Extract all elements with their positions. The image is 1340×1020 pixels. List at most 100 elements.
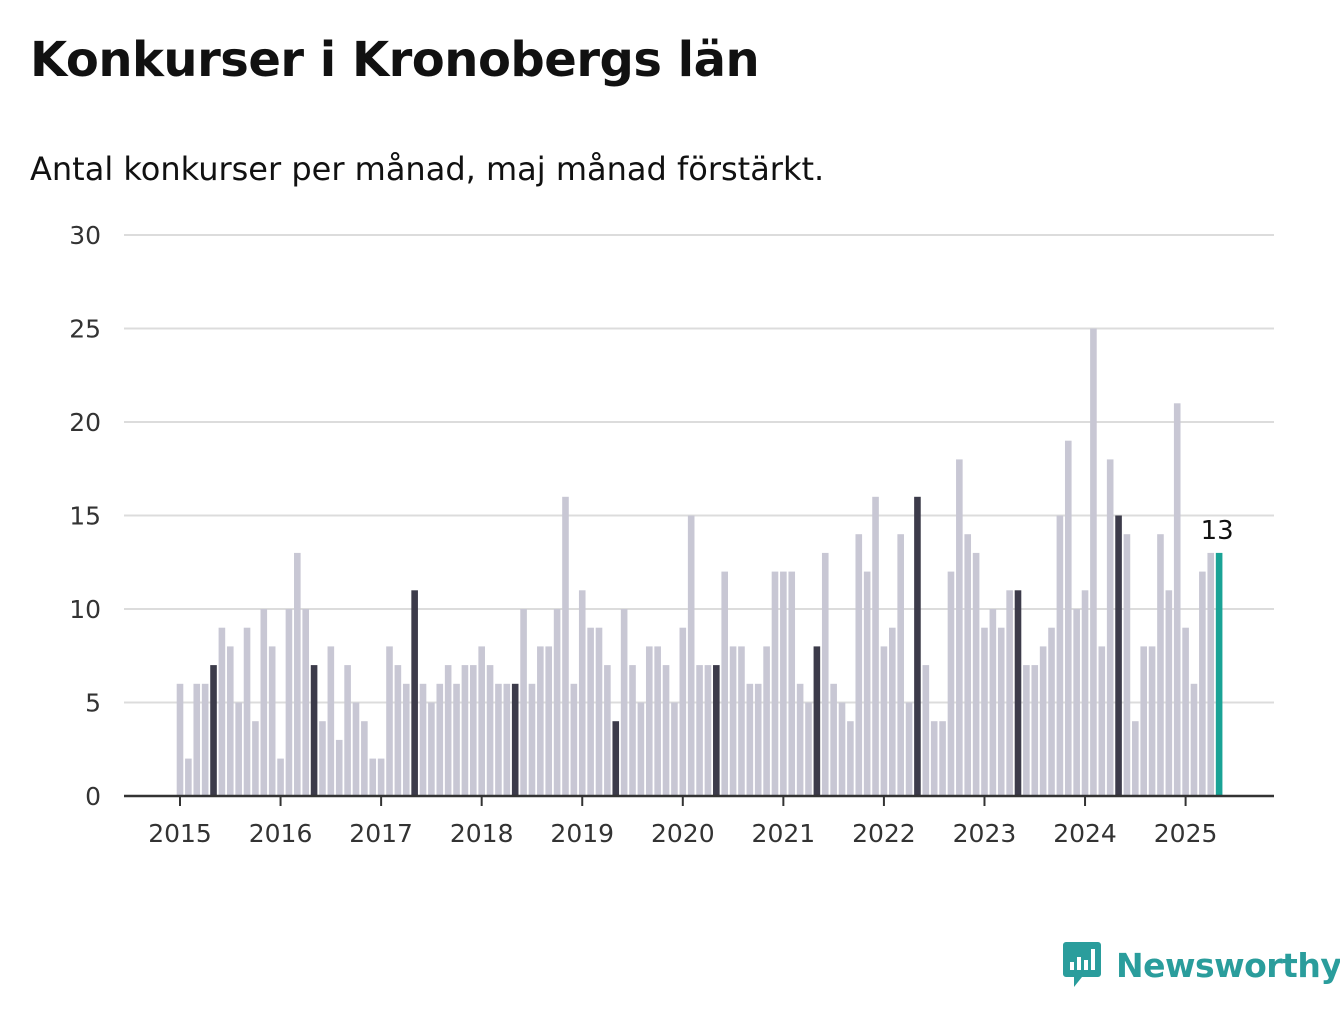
bar <box>444 665 452 796</box>
bar <box>1148 646 1156 796</box>
x-tick-label: 2025 <box>1154 819 1218 848</box>
bar <box>595 627 603 796</box>
bar <box>1081 590 1089 796</box>
bar <box>553 609 561 796</box>
bar <box>763 646 770 796</box>
bar <box>620 609 628 796</box>
bar <box>1006 590 1013 796</box>
bar <box>1064 440 1072 796</box>
bar <box>285 609 293 796</box>
bar <box>352 702 360 796</box>
bar <box>1023 665 1030 796</box>
bar <box>218 627 226 796</box>
bar <box>671 702 678 796</box>
bar <box>679 627 687 796</box>
bar <box>604 665 611 796</box>
bar <box>645 646 653 796</box>
bar <box>470 665 477 796</box>
bar <box>855 534 863 796</box>
y-tick-label: 0 <box>85 782 101 811</box>
bar <box>771 571 779 796</box>
bar <box>478 646 485 796</box>
bar <box>897 534 904 796</box>
bar <box>453 683 460 796</box>
bar <box>277 758 284 796</box>
bar <box>537 646 544 796</box>
bar <box>989 609 997 796</box>
bar <box>629 665 636 796</box>
bar <box>428 702 435 796</box>
bar <box>1215 552 1223 796</box>
bar <box>486 665 494 796</box>
bar <box>612 721 620 796</box>
bar <box>319 721 326 796</box>
bar <box>570 683 578 796</box>
bar <box>461 665 469 796</box>
y-tick-label: 30 <box>69 221 101 250</box>
bar <box>1140 646 1147 796</box>
chart-subtitle: Antal konkurser per månad, maj månad för… <box>30 150 825 188</box>
bar <box>361 721 368 796</box>
bar <box>386 646 393 796</box>
bar <box>201 683 209 796</box>
bar <box>243 627 251 796</box>
bar <box>1098 646 1106 796</box>
bar <box>847 721 854 796</box>
y-tick-label: 15 <box>69 502 101 531</box>
newsworthy-brand: Newsworthy <box>1062 940 1340 990</box>
y-tick-label: 5 <box>85 689 101 718</box>
bar <box>1123 534 1131 796</box>
x-tick-label: 2019 <box>550 819 614 848</box>
bar <box>1014 590 1022 796</box>
x-tick-label: 2021 <box>752 819 816 848</box>
bar <box>1132 721 1139 796</box>
x-tick-label: 2023 <box>953 819 1017 848</box>
bar <box>956 459 963 796</box>
brand-name: Newsworthy <box>1116 945 1340 985</box>
y-tick-label: 25 <box>69 315 101 344</box>
x-tick-label: 2016 <box>249 819 313 848</box>
bar <box>503 683 511 796</box>
bar <box>746 683 754 796</box>
bar <box>235 702 242 796</box>
bar <box>260 609 268 796</box>
bar <box>394 665 402 796</box>
bar <box>662 665 670 796</box>
bar <box>411 590 418 796</box>
bar <box>914 496 921 796</box>
chart-title: Konkurser i Kronobergs län <box>30 32 760 88</box>
bar <box>796 683 804 796</box>
bar <box>813 646 821 796</box>
bar <box>788 571 796 796</box>
x-tick-label: 2018 <box>450 819 514 848</box>
bar <box>193 683 201 796</box>
x-tick-label: 2022 <box>852 819 916 848</box>
bar <box>511 683 519 796</box>
bar <box>252 721 259 796</box>
bar <box>520 609 527 796</box>
bar <box>587 627 594 796</box>
bar <box>1090 328 1097 796</box>
bar <box>838 702 846 796</box>
bar <box>310 665 318 796</box>
bar <box>830 683 837 796</box>
bar <box>713 665 720 796</box>
bar <box>654 646 661 796</box>
bar <box>226 646 234 796</box>
bar <box>738 646 745 796</box>
bar <box>637 702 645 796</box>
bar <box>880 646 888 796</box>
bar <box>327 646 335 796</box>
bar <box>754 683 762 796</box>
bar <box>419 683 427 796</box>
y-tick-label: 20 <box>69 408 101 437</box>
bar <box>780 571 787 796</box>
bar <box>1056 515 1064 796</box>
bar <box>889 627 896 796</box>
bar <box>805 702 812 796</box>
bar <box>696 665 703 796</box>
bar <box>562 496 569 796</box>
bar <box>1182 627 1189 796</box>
